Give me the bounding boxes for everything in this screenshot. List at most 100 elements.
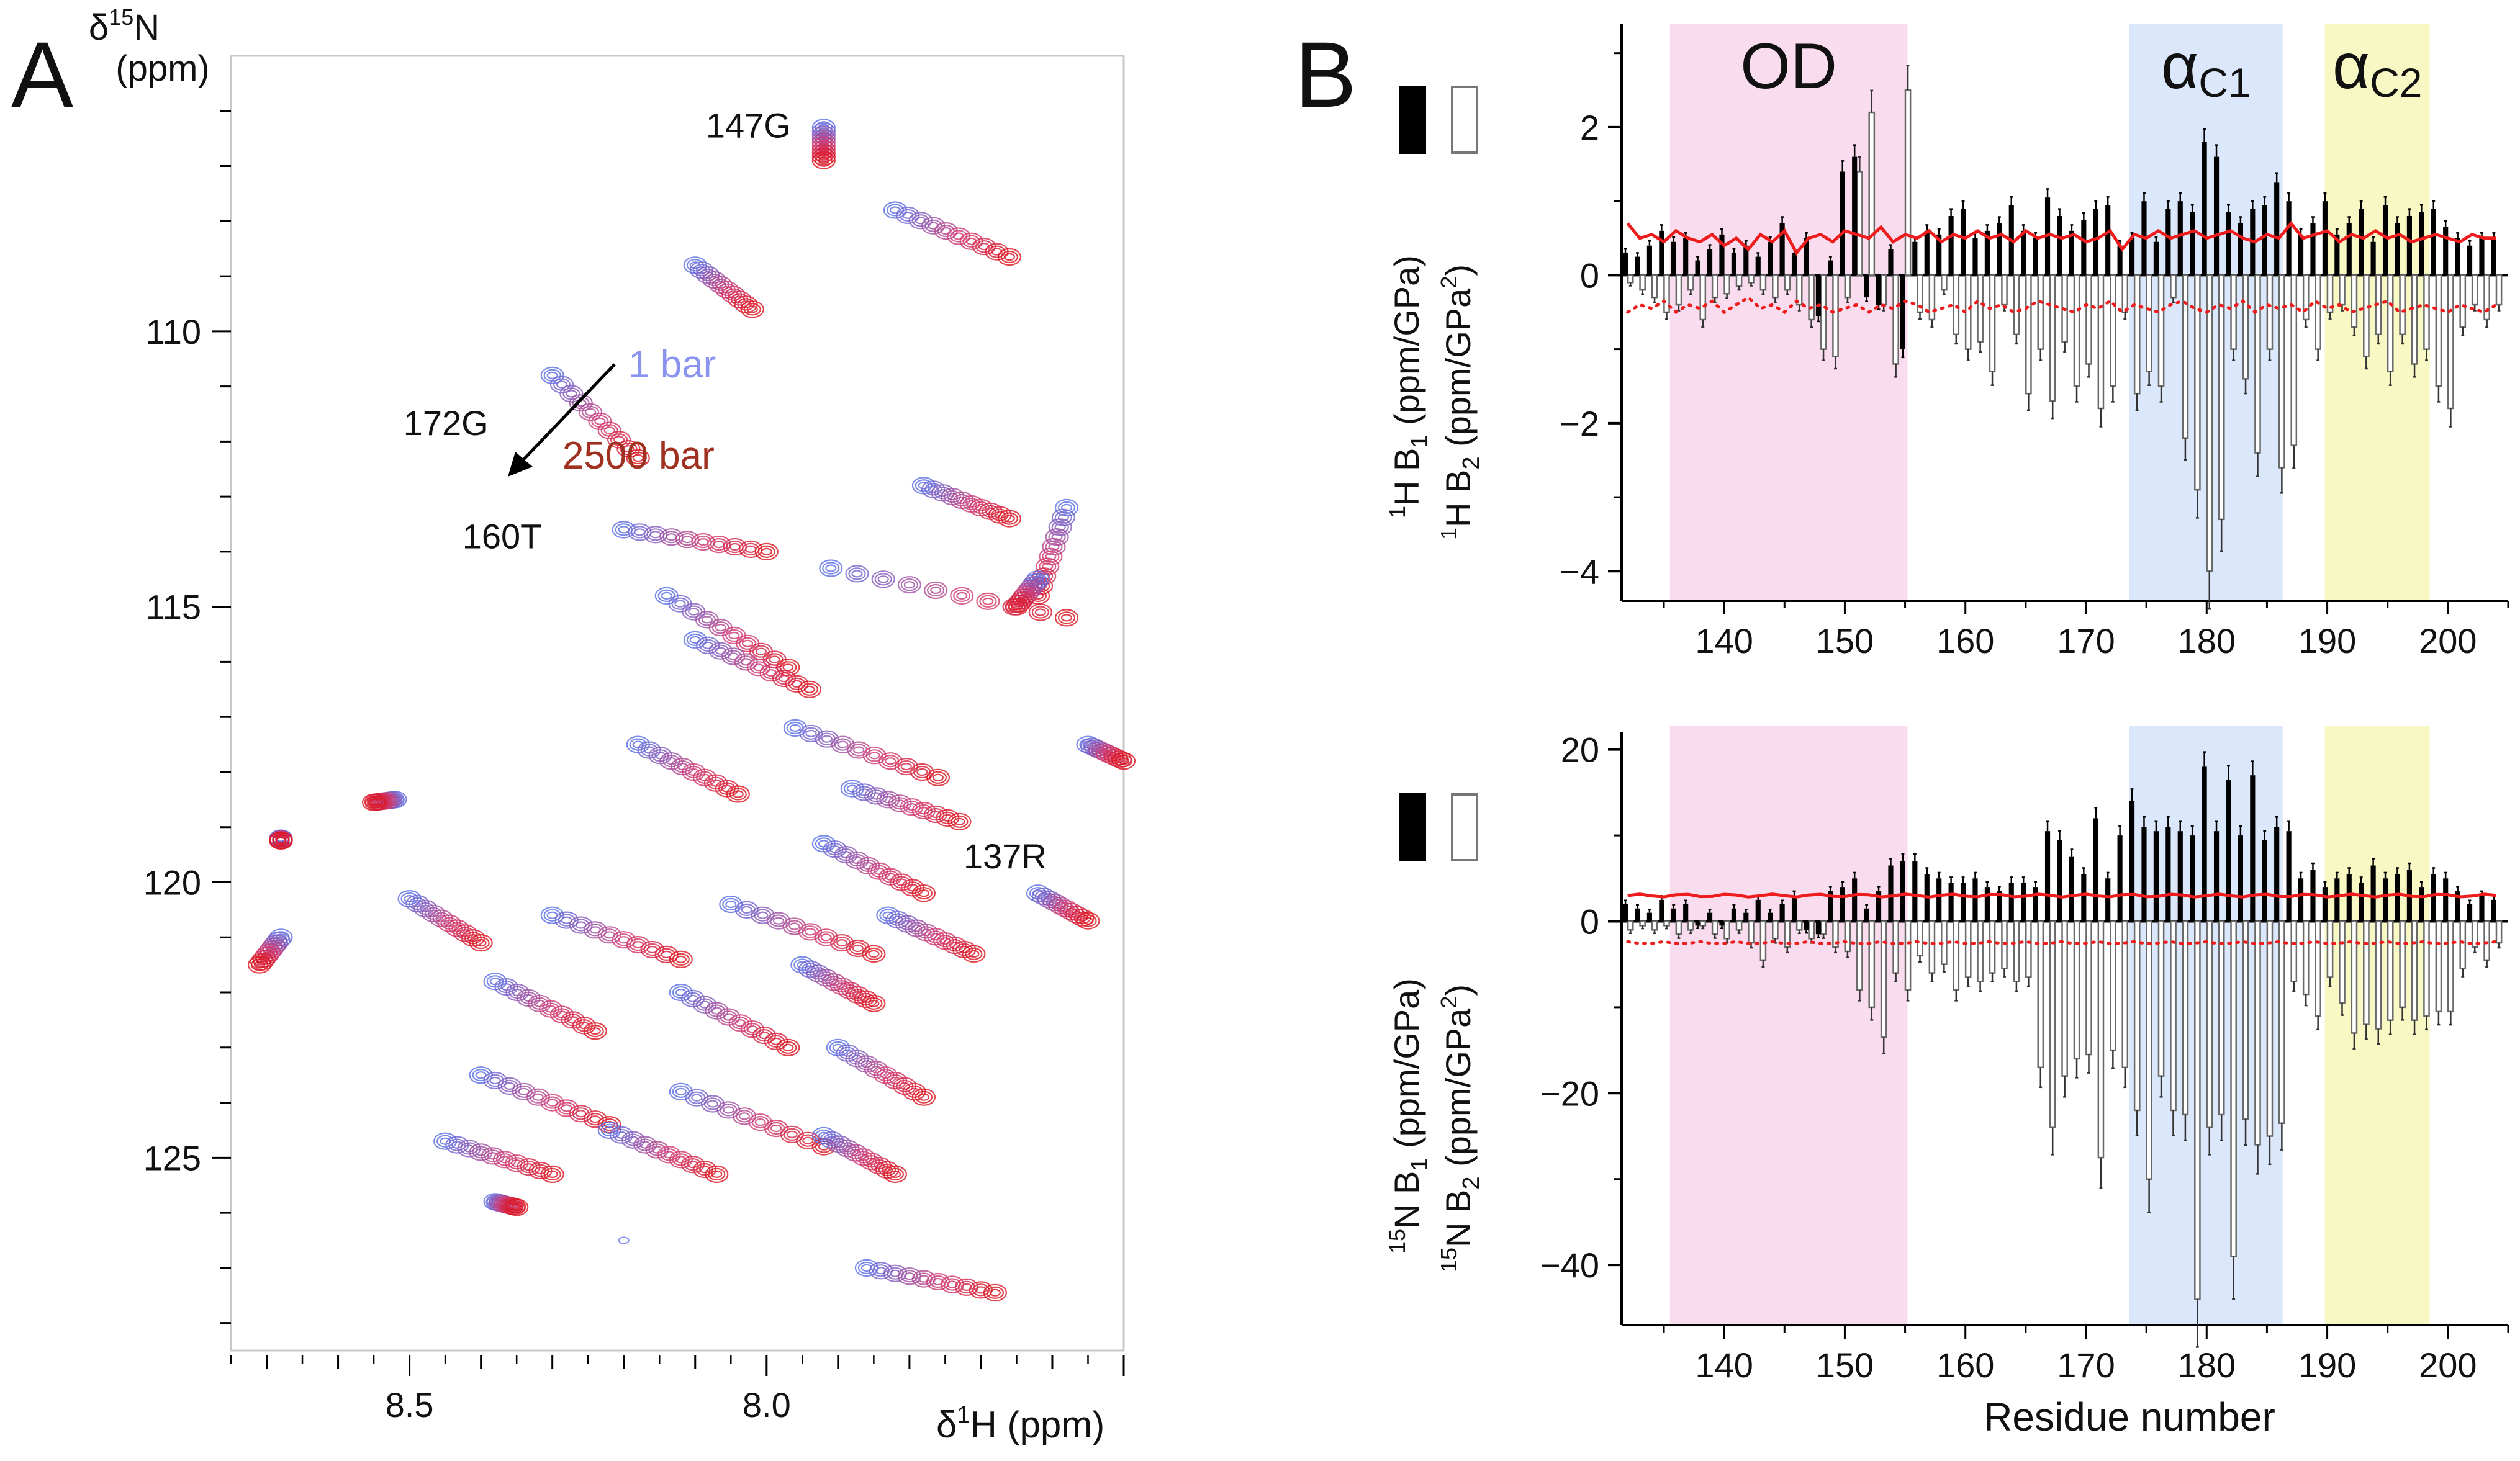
b2-bar (2242, 274, 2249, 380)
b1-bar (2322, 201, 2328, 276)
contour-ring (247, 956, 272, 974)
b1-bar (2479, 895, 2485, 922)
contour-ring (543, 909, 561, 922)
contour-ring (639, 1141, 651, 1149)
b1-bar (2226, 212, 2231, 276)
b2-bar (1904, 89, 1912, 276)
b1-bar (2467, 904, 2473, 922)
region-label-od: OD (1740, 30, 1837, 102)
contour-ring (705, 1165, 729, 1184)
b2-bar (2290, 274, 2298, 446)
contour-ring (831, 735, 855, 753)
contour-ring (698, 1165, 711, 1174)
b1-bar (2117, 835, 2123, 922)
contour-ring (556, 380, 568, 389)
contour-ring (713, 540, 725, 549)
b2-bar (1651, 920, 1658, 931)
y-tick-label: 125 (143, 1138, 201, 1177)
hsqc-peaks (247, 119, 1136, 1301)
contour-ring (926, 807, 945, 821)
b2-bar (2447, 920, 2454, 1013)
b1-bar (1791, 895, 1797, 922)
b2-bar (1856, 171, 1863, 276)
contour-ring (799, 724, 823, 742)
contour-ring (877, 575, 889, 583)
n-threshold-dotted (1626, 940, 2498, 946)
contour-ring (1060, 503, 1073, 512)
b1-bar (2190, 835, 2195, 922)
contour-ring (848, 567, 866, 580)
contour-ring (558, 1102, 576, 1115)
contour-ring (818, 156, 829, 164)
contour-ring (908, 1087, 920, 1095)
b2-bar (1928, 920, 1936, 974)
b1-bar (1888, 865, 1894, 922)
contour-ring (851, 570, 863, 578)
b1-bar (1912, 241, 1918, 276)
contour-ring (916, 768, 928, 776)
contour-ring (531, 1164, 549, 1177)
contour-ring (583, 1022, 607, 1040)
hsqc-peak (269, 829, 293, 850)
h-y-tick-label: −4 (1560, 552, 1599, 591)
contour-ring (886, 1167, 905, 1181)
contour-ring (711, 1170, 723, 1179)
n-b2-ylabel: 15N B2 (ppm/GPa2) (1436, 984, 1484, 1272)
contour-ring (821, 735, 833, 743)
legend-b1-filled-swatch (1399, 86, 1426, 154)
pressure-arrow (518, 363, 616, 465)
contour-ring (947, 812, 972, 830)
contour-ring (878, 752, 903, 770)
contour-ring (675, 1156, 687, 1164)
contour-ring (911, 884, 936, 902)
b1-bar (1768, 241, 1773, 276)
b1-bar (1972, 878, 1978, 922)
n-coefficient-chart: −40 −20 0 20 140 150 160 170 180 190 200 (1540, 726, 2509, 1385)
contour-ring (575, 1110, 587, 1118)
contour-ring (540, 366, 564, 384)
b2-bar (2037, 274, 2044, 350)
b2-bar (2110, 920, 2116, 1051)
contour-ring (543, 1167, 561, 1181)
b1-bar (1731, 253, 1736, 276)
contour-ring (508, 1157, 526, 1170)
contour-ring (504, 1082, 515, 1090)
b1-bar (2274, 182, 2280, 276)
contour-ring (982, 597, 994, 605)
b1-bar (1815, 275, 1821, 316)
peak-label-172g: 172G (404, 403, 489, 443)
contour-ring (691, 533, 715, 551)
b1-bar (2286, 201, 2292, 276)
contour-ring (711, 621, 729, 634)
contour-ring (900, 578, 919, 591)
contour-ring (814, 928, 838, 946)
h-x-tick-label: 140 (1695, 621, 1753, 660)
contour-ring (748, 1113, 772, 1131)
contour-ring (802, 1136, 814, 1144)
contour-ring (632, 454, 644, 462)
contour-ring (819, 559, 843, 577)
b2-bar (1892, 274, 1899, 365)
b2-bar (2146, 920, 2152, 1180)
b1-bar (1719, 234, 1725, 276)
b1-bar (2129, 238, 2135, 276)
b1-bar (2081, 874, 2087, 922)
y-tick-label: 110 (146, 312, 201, 351)
b2-bar (1868, 920, 1876, 1009)
contour-ring (1057, 501, 1076, 515)
contour-ring (708, 1004, 726, 1017)
hsqc-peak (540, 906, 693, 968)
b1-bar (1683, 904, 1689, 922)
panel-a-x-label: δ1H (ppm) (936, 1402, 1104, 1445)
b1-bar (2334, 878, 2340, 922)
contour-ring (968, 950, 980, 958)
contour-ring (769, 655, 780, 663)
contour-ring (715, 624, 726, 632)
b2-bar (1627, 274, 1634, 284)
contour-ring (269, 832, 293, 850)
contour-ring (830, 933, 854, 952)
contour-ring (811, 148, 836, 166)
legend-b2-open-swatch (1451, 86, 1478, 154)
contour-ring (894, 757, 918, 776)
contour-ring (511, 1203, 523, 1212)
